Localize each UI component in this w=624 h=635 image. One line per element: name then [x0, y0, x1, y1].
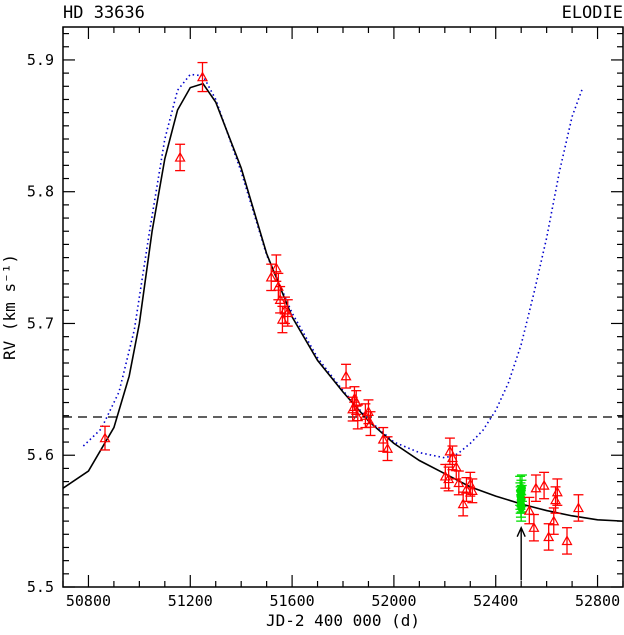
instrument-name: ELODIE — [562, 3, 623, 23]
red-data-point — [99, 432, 111, 443]
red-errorbar — [530, 474, 541, 503]
red-errorbar — [543, 523, 554, 551]
red-data-point — [174, 151, 186, 162]
red-data-point — [548, 515, 560, 526]
arrow-head — [516, 525, 526, 537]
star-name: HD 33636 — [63, 3, 145, 23]
red-errorbar — [275, 285, 286, 314]
red-data-point — [382, 442, 394, 453]
red-data-point — [453, 477, 465, 488]
y-axis-label: RV (km s⁻¹) — [0, 254, 19, 360]
data-layer — [63, 61, 623, 555]
x-tick-label: 50800 — [66, 592, 111, 610]
red-errorbar — [365, 411, 376, 437]
red-data-point — [340, 370, 352, 381]
red-data-point — [538, 479, 550, 490]
y-tick-label: 5.6 — [27, 446, 54, 464]
red-errorbar — [175, 143, 186, 172]
red-data-point — [274, 294, 286, 304]
red-errorbar — [444, 437, 455, 466]
red-errorbar — [528, 513, 539, 542]
red-errorbar — [467, 478, 478, 504]
red-errorbar — [562, 527, 572, 555]
red-errorbar — [197, 61, 208, 93]
x-tick-label: 52400 — [473, 592, 518, 610]
red-data-point — [282, 307, 294, 318]
x-tick-label: 52000 — [371, 592, 416, 610]
red-data-point — [530, 482, 542, 493]
red-errorbar — [524, 496, 535, 525]
red-errorbar — [100, 425, 110, 451]
plot-frame — [62, 26, 624, 588]
red-errorbar — [352, 404, 363, 430]
red-errorbar — [465, 471, 476, 497]
red-errorbar — [341, 363, 352, 389]
red-errorbar — [539, 471, 550, 500]
red-data-point — [446, 452, 458, 463]
y-tick-label: 5.7 — [27, 314, 54, 332]
green-data-point — [517, 484, 526, 493]
red-errorbar — [573, 494, 584, 522]
y-tick-label: 5.5 — [27, 578, 54, 596]
red-data-point — [196, 71, 209, 82]
x-tick-label: 51200 — [168, 592, 213, 610]
x-axis-label: JD-2 400 000 (d) — [266, 611, 420, 630]
orbital-fit-curve — [63, 82, 623, 522]
red-data-point — [265, 271, 277, 282]
plot-area — [63, 61, 623, 581]
red-errorbar — [266, 263, 277, 292]
red-errorbar — [382, 436, 393, 462]
red-data-point — [457, 498, 469, 509]
red-errorbar — [282, 299, 293, 327]
red-errorbar — [271, 254, 282, 282]
x-tick-label: 52800 — [575, 592, 620, 610]
axis-ticks: 50800 51200 51600 52000 52400 52800 5.5 5.6 5.7 5… — [27, 27, 624, 610]
y-tick-label: 5.9 — [27, 51, 54, 69]
y-tick-label: 5.8 — [27, 183, 54, 201]
red-data-point — [466, 485, 478, 496]
red-data-point — [443, 473, 455, 484]
red-errorbar — [453, 470, 464, 496]
red-data-point — [551, 486, 563, 497]
red-data-point — [364, 417, 377, 428]
red-data-point — [377, 433, 389, 444]
red-data-point — [543, 531, 555, 542]
red-data-point — [561, 535, 573, 546]
red-data-point — [460, 483, 472, 494]
red-errorbar — [548, 507, 559, 535]
red-data-point — [352, 411, 364, 422]
red-data-point — [572, 502, 584, 513]
x-tick-label: 51600 — [270, 592, 315, 610]
alternative-fit-curve — [82, 73, 584, 459]
red-data-point — [528, 521, 540, 532]
red-data-point — [270, 262, 282, 273]
red-data-point — [350, 396, 362, 407]
red-errorbar — [552, 478, 563, 506]
